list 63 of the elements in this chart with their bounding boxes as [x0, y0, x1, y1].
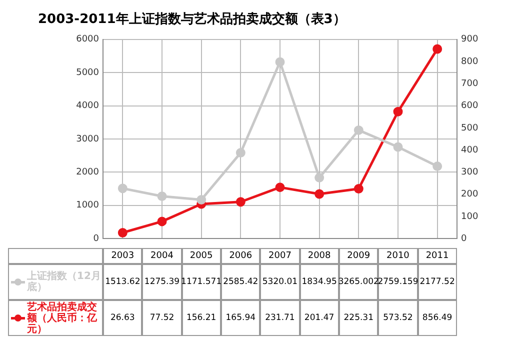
data-label: 77.52 — [142, 300, 182, 336]
data-label: 225.31 — [338, 300, 378, 336]
x-tick-label: 2006 — [220, 248, 260, 264]
point — [432, 44, 442, 54]
data-label: 231.71 — [260, 300, 300, 336]
data-label: 856.49 — [418, 300, 457, 336]
data-label: 1513.62 — [103, 264, 142, 300]
point — [314, 172, 324, 182]
y2-tick-label: 100 — [461, 212, 478, 222]
x-tick-label: 2010 — [378, 248, 418, 264]
x-tick-label: 2007 — [260, 248, 300, 264]
point — [236, 197, 246, 207]
point — [393, 142, 403, 152]
x-tick-label: 2008 — [300, 248, 339, 264]
y-tick-label: 6000 — [76, 34, 100, 45]
data-label: 156.21 — [182, 300, 221, 336]
point — [393, 106, 403, 116]
point — [275, 182, 285, 192]
y2-tick-label: 500 — [461, 123, 478, 134]
data-label: 5320.01 — [260, 264, 300, 300]
point — [157, 192, 167, 202]
y-tick-label: 1000 — [76, 200, 100, 211]
y2-tick-label: 0 — [461, 234, 467, 244]
x-tick-label: 2003 — [103, 248, 142, 264]
data-label: 1275.39 — [142, 264, 182, 300]
point — [157, 216, 167, 226]
data-label: 2759.159 — [378, 264, 418, 300]
x-tick-label: 2004 — [142, 248, 182, 264]
y-tick-label: 0 — [93, 234, 100, 244]
y2-tick-label: 300 — [461, 168, 478, 178]
data-label: 201.47 — [300, 300, 339, 336]
x-tick-label: 2011 — [418, 248, 457, 264]
point — [118, 184, 128, 194]
point — [354, 125, 364, 135]
y-tick-label: 2000 — [76, 168, 100, 178]
data-label: 1171.571 — [181, 264, 222, 300]
point — [118, 228, 128, 238]
point — [196, 194, 206, 204]
y2-tick-label: 800 — [461, 56, 478, 67]
legend-label: 艺术品拍卖成交额（人民币：亿元） — [27, 302, 98, 334]
data-label: 1834.95 — [300, 264, 339, 300]
point — [432, 162, 442, 172]
data-label: 2177.52 — [418, 264, 457, 300]
point — [314, 189, 324, 199]
y-tick-label: 4000 — [76, 101, 100, 112]
data-label: 573.52 — [378, 300, 418, 336]
x-tick-label: 2009 — [338, 248, 378, 264]
y2-tick-label: 900 — [461, 34, 478, 45]
y2-tick-label: 700 — [461, 79, 478, 90]
y2-tick-label: 400 — [461, 145, 478, 156]
y-tick-label: 5000 — [76, 68, 100, 78]
chart-title: 2003-2011年上证指数与艺术品拍卖成交额（表3） — [37, 10, 347, 29]
point — [275, 57, 285, 67]
data-label: 2585.42 — [220, 264, 260, 300]
data-label: 26.63 — [103, 300, 142, 336]
y2-tick-label: 200 — [461, 190, 478, 200]
point — [354, 184, 364, 194]
y2-tick-label: 600 — [461, 101, 478, 112]
point — [236, 148, 246, 158]
data-label: 3265.002 — [338, 264, 379, 300]
data-label: 165.94 — [220, 300, 260, 336]
x-tick-label: 2005 — [182, 248, 221, 264]
y-tick-label: 3000 — [76, 134, 100, 144]
